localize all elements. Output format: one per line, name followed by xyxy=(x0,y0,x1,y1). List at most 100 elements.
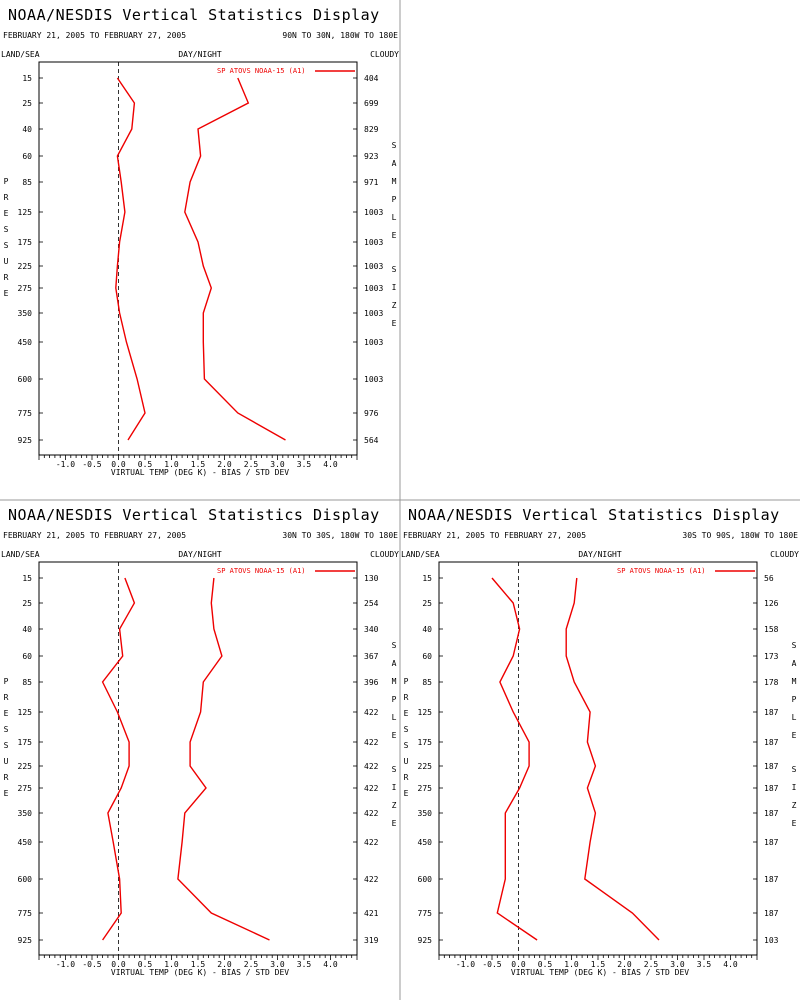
pressure-tick-label: 175 xyxy=(418,738,433,747)
size-axis-letter: Z xyxy=(792,801,797,810)
panel-3: NOAA/NESDIS Vertical Statistics Display F… xyxy=(401,506,799,977)
x-tick-label: 0.0 xyxy=(111,960,126,969)
x-tick-label: 4.0 xyxy=(723,960,738,969)
x-tick-label: 0.5 xyxy=(138,960,153,969)
pressure-tick-label: 175 xyxy=(18,738,33,747)
x-tick-label: -0.5 xyxy=(82,960,101,969)
pressure-axis-letter: E xyxy=(4,709,9,718)
sample-size-label: 1003 xyxy=(364,309,383,318)
legend-label: SP ATOVS NOAA-15 (A1) xyxy=(217,567,306,575)
pressure-axis-letter: E xyxy=(404,709,409,718)
x-tick-label: 1.0 xyxy=(164,460,179,469)
size-axis-letter: S xyxy=(392,765,397,774)
pressure-tick-label: 225 xyxy=(18,762,33,771)
pressure-axis-letter: R xyxy=(4,193,9,202)
pressure-tick-label: 275 xyxy=(418,784,433,793)
pressure-tick-label: 275 xyxy=(18,784,33,793)
sample-size-label: 422 xyxy=(364,738,379,747)
region-label: 30S TO 90S, 180W TO 180E xyxy=(682,531,798,540)
pressure-tick-label: 350 xyxy=(18,309,33,318)
x-tick-label: -0.5 xyxy=(82,460,101,469)
land-sea-label: LAND/SEA xyxy=(1,550,40,559)
x-tick-label: 4.0 xyxy=(323,960,338,969)
pressure-tick-label: 15 xyxy=(422,574,432,583)
pressure-axis-letter: R xyxy=(4,773,9,782)
pressure-tick-label: 40 xyxy=(22,125,32,134)
x-tick-label: 3.5 xyxy=(297,460,312,469)
sample-size-label: 422 xyxy=(364,762,379,771)
size-axis-letter: I xyxy=(392,283,397,292)
pressure-tick-label: 600 xyxy=(18,375,33,384)
size-axis-letter: S xyxy=(792,765,797,774)
x-tick-label: 2.5 xyxy=(644,960,659,969)
sample-size-label: 340 xyxy=(364,625,379,634)
sample-axis-letter: M xyxy=(392,177,397,186)
land-sea-label: LAND/SEA xyxy=(401,550,440,559)
pressure-tick-label: 600 xyxy=(418,875,433,884)
pressure-axis-letter: P xyxy=(404,677,409,686)
sample-size-label: 187 xyxy=(764,909,779,918)
sample-axis-letter: L xyxy=(792,713,797,722)
sample-size-label: 319 xyxy=(364,936,379,945)
x-tick-label: 3.0 xyxy=(270,460,285,469)
x-axis-label: VIRTUAL TEMP (DEG K) - BIAS / STD DEV xyxy=(511,968,689,977)
x-tick-label: 4.0 xyxy=(323,460,338,469)
sample-size-label: 187 xyxy=(764,809,779,818)
sample-size-label: 187 xyxy=(764,738,779,747)
sample-size-label: 173 xyxy=(764,652,779,661)
sample-axis-letter: S xyxy=(792,641,797,650)
panel-2: NOAA/NESDIS Vertical Statistics Display F… xyxy=(1,506,399,977)
size-axis-letter: Z xyxy=(392,301,397,310)
sample-size-label: 126 xyxy=(764,599,779,608)
pressure-tick-label: 350 xyxy=(18,809,33,818)
series-line-bias xyxy=(101,577,136,941)
sample-size-label: 1003 xyxy=(364,338,383,347)
x-tick-label: 0.5 xyxy=(538,960,553,969)
pressure-tick-label: 175 xyxy=(18,238,33,247)
series-line-std-dev xyxy=(565,577,660,941)
sample-size-label: 187 xyxy=(764,784,779,793)
pressure-axis-letter: R xyxy=(404,693,409,702)
sample-size-label: 56 xyxy=(764,574,774,583)
sample-size-label: 564 xyxy=(364,436,379,445)
size-axis-letter: E xyxy=(792,819,797,828)
x-axis-label: VIRTUAL TEMP (DEG K) - BIAS / STD DEV xyxy=(111,968,289,977)
sample-axis-letter: P xyxy=(392,195,397,204)
panel-title: NOAA/NESDIS Vertical Statistics Display xyxy=(8,6,380,24)
sample-size-label: 422 xyxy=(364,875,379,884)
pressure-tick-label: 25 xyxy=(22,99,32,108)
date-range: FEBRUARY 21, 2005 TO FEBRUARY 27, 2005 xyxy=(3,531,186,540)
pressure-axis-letter: U xyxy=(404,757,409,766)
cloudy-label: CLOUDY xyxy=(370,50,399,59)
pressure-axis-letter: E xyxy=(4,289,9,298)
sample-size-label: 178 xyxy=(764,678,779,687)
pressure-tick-label: 60 xyxy=(422,652,432,661)
sample-size-label: 1003 xyxy=(364,284,383,293)
sample-size-label: 421 xyxy=(364,909,379,918)
pressure-axis-letter: S xyxy=(4,741,9,750)
day-night-label: DAY/NIGHT xyxy=(178,50,222,59)
x-tick-label: -0.5 xyxy=(482,960,501,969)
x-tick-label: 2.0 xyxy=(617,960,632,969)
sample-size-label: 158 xyxy=(764,625,779,634)
sample-axis-letter: P xyxy=(392,695,397,704)
sample-axis-letter: E xyxy=(392,231,397,240)
series-line-bias xyxy=(491,577,538,941)
x-tick-label: 3.5 xyxy=(297,960,312,969)
sample-axis-letter: S xyxy=(392,641,397,650)
x-axis-label: VIRTUAL TEMP (DEG K) - BIAS / STD DEV xyxy=(111,468,289,477)
x-tick-label: 0.5 xyxy=(138,460,153,469)
pressure-tick-label: 85 xyxy=(22,178,32,187)
panel-title: NOAA/NESDIS Vertical Statistics Display xyxy=(408,506,780,524)
series-line-std-dev xyxy=(184,77,286,441)
sample-size-label: 422 xyxy=(364,784,379,793)
x-tick-label: 0.0 xyxy=(511,960,526,969)
x-tick-label: 3.0 xyxy=(670,960,685,969)
day-night-label: DAY/NIGHT xyxy=(578,550,622,559)
pressure-tick-label: 85 xyxy=(22,678,32,687)
x-tick-label: -1.0 xyxy=(456,960,475,969)
land-sea-label: LAND/SEA xyxy=(1,50,40,59)
series-line-bias xyxy=(115,77,146,441)
cloudy-label: CLOUDY xyxy=(370,550,399,559)
pressure-tick-label: 40 xyxy=(22,625,32,634)
